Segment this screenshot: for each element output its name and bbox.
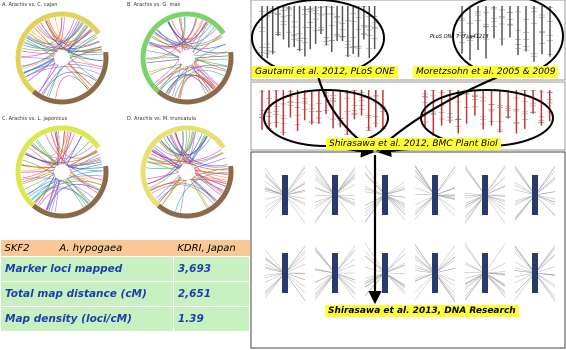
header-cell: SKF2	[1, 240, 56, 257]
label-shirasawa-2012: Shirasawa et al. 2012, BMC Plant Biol	[326, 138, 501, 150]
chromosome-bar	[282, 175, 288, 215]
circos-hole	[54, 164, 70, 180]
circos-hole	[179, 50, 195, 66]
row-value: 3,693	[173, 257, 249, 282]
panel-label: D. Arachis vs. M. truncatula	[127, 116, 196, 122]
chromosome-bar	[432, 253, 438, 293]
row-value: 1.39	[173, 307, 249, 332]
circos-hole	[179, 164, 195, 180]
header-cell: A. hypogaea	[55, 240, 173, 257]
chromosome-bar	[382, 253, 388, 293]
row-label: Marker loci mapped	[1, 257, 174, 282]
panel-label: C. Arachis vs. L. japonicus	[2, 116, 68, 122]
chromosome-bar	[332, 253, 338, 293]
chromosome-bar	[382, 175, 388, 215]
chromosome-bar	[532, 253, 538, 293]
citation-note: PLoS ONE 7 (7):e41213	[430, 34, 489, 40]
table-header: SKF2 A. hypogaea KDRI, Japan	[1, 240, 250, 257]
map-stats-table: SKF2 A. hypogaea KDRI, Japan Marker loci…	[0, 240, 250, 332]
row-value: 2,651	[173, 282, 249, 307]
chromosome-bar	[332, 175, 338, 215]
table-row: Total map distance (cM)2,651	[1, 282, 250, 307]
chromosome-bar	[432, 175, 438, 215]
label-moretzsohn: Moretzsohn et al. 2005 & 2009	[413, 66, 558, 78]
slide: A. Arachis vs. C. cajan B. Arachis vs. G.…	[0, 0, 566, 350]
circos-plots: A. Arachis vs. C. cajan B. Arachis vs. G.…	[2, 2, 231, 216]
chromosome-bar	[532, 175, 538, 215]
chromosome-bar	[282, 253, 288, 293]
row-label: Total map distance (cM)	[1, 282, 174, 307]
chromosome-bar	[482, 175, 488, 215]
table-row: Map density (loci/cM)1.39	[1, 307, 250, 332]
chord	[38, 25, 91, 43]
chromosome-bar	[482, 253, 488, 293]
header-cell: KDRI, Japan	[173, 240, 249, 257]
label-gautami: Gautami et al. 2012, PLoS ONE	[252, 66, 398, 78]
panel-label: A. Arachis vs. C. cajan	[2, 2, 57, 8]
circos-hole	[54, 50, 70, 66]
row-label: Map density (loci/cM)	[1, 307, 174, 332]
label-shirasawa-2013: Shirasawa et al. 2013, DNA Research	[325, 305, 519, 317]
panel-label: B. Arachis vs. G. max	[127, 2, 180, 8]
